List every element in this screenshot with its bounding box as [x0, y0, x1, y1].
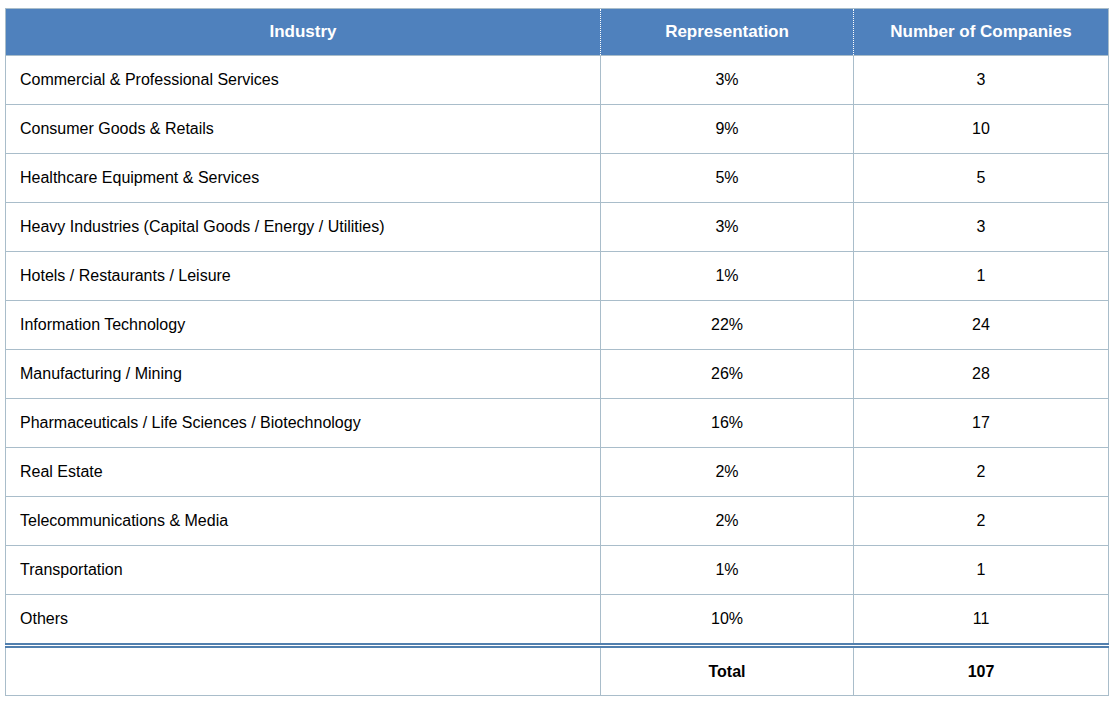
cell-representation: 26% — [601, 350, 854, 399]
industry-table: Industry Representation Number of Compan… — [5, 8, 1109, 696]
table-row: Manufacturing / Mining 26% 28 — [6, 350, 1109, 399]
cell-industry: Telecommunications & Media — [6, 497, 601, 546]
cell-industry: Commercial & Professional Services — [6, 56, 601, 105]
cell-industry: Transportation — [6, 546, 601, 595]
total-row: Total 107 — [6, 646, 1109, 696]
cell-representation: 1% — [601, 252, 854, 301]
cell-industry: Hotels / Restaurants / Leisure — [6, 252, 601, 301]
cell-representation: 22% — [601, 301, 854, 350]
cell-companies: 1 — [854, 546, 1109, 595]
table-row: Transportation 1% 1 — [6, 546, 1109, 595]
cell-representation: 1% — [601, 546, 854, 595]
column-header-companies: Number of Companies — [854, 9, 1109, 56]
total-row-empty-cell — [6, 646, 601, 696]
cell-companies: 3 — [854, 203, 1109, 252]
cell-industry: Healthcare Equipment & Services — [6, 154, 601, 203]
table-row: Heavy Industries (Capital Goods / Energy… — [6, 203, 1109, 252]
cell-representation: 10% — [601, 595, 854, 646]
cell-representation: 2% — [601, 448, 854, 497]
cell-companies: 24 — [854, 301, 1109, 350]
cell-representation: 2% — [601, 497, 854, 546]
cell-companies: 2 — [854, 497, 1109, 546]
header-row: Industry Representation Number of Compan… — [6, 9, 1109, 56]
cell-representation: 16% — [601, 399, 854, 448]
cell-industry: Consumer Goods & Retails — [6, 105, 601, 154]
cell-industry: Heavy Industries (Capital Goods / Energy… — [6, 203, 601, 252]
table-row: Others 10% 11 — [6, 595, 1109, 646]
cell-representation: 3% — [601, 56, 854, 105]
cell-companies: 1 — [854, 252, 1109, 301]
cell-industry: Others — [6, 595, 601, 646]
table-row: Real Estate 2% 2 — [6, 448, 1109, 497]
total-companies-value: 107 — [854, 646, 1109, 696]
cell-companies: 2 — [854, 448, 1109, 497]
cell-industry: Information Technology — [6, 301, 601, 350]
table-row: Consumer Goods & Retails 9% 10 — [6, 105, 1109, 154]
column-header-industry: Industry — [6, 9, 601, 56]
cell-representation: 3% — [601, 203, 854, 252]
table-row: Commercial & Professional Services 3% 3 — [6, 56, 1109, 105]
table-row: Pharmaceuticals / Life Sciences / Biotec… — [6, 399, 1109, 448]
cell-companies: 11 — [854, 595, 1109, 646]
cell-representation: 5% — [601, 154, 854, 203]
table-row: Healthcare Equipment & Services 5% 5 — [6, 154, 1109, 203]
cell-companies: 5 — [854, 154, 1109, 203]
column-header-representation: Representation — [601, 9, 854, 56]
table-row: Information Technology 22% 24 — [6, 301, 1109, 350]
table-row: Telecommunications & Media 2% 2 — [6, 497, 1109, 546]
cell-companies: 10 — [854, 105, 1109, 154]
cell-companies: 17 — [854, 399, 1109, 448]
cell-industry: Manufacturing / Mining — [6, 350, 601, 399]
cell-representation: 9% — [601, 105, 854, 154]
page: Industry Representation Number of Compan… — [0, 0, 1114, 707]
cell-industry: Pharmaceuticals / Life Sciences / Biotec… — [6, 399, 601, 448]
cell-companies: 3 — [854, 56, 1109, 105]
cell-companies: 28 — [854, 350, 1109, 399]
total-label: Total — [601, 646, 854, 696]
cell-industry: Real Estate — [6, 448, 601, 497]
table-row: Hotels / Restaurants / Leisure 1% 1 — [6, 252, 1109, 301]
